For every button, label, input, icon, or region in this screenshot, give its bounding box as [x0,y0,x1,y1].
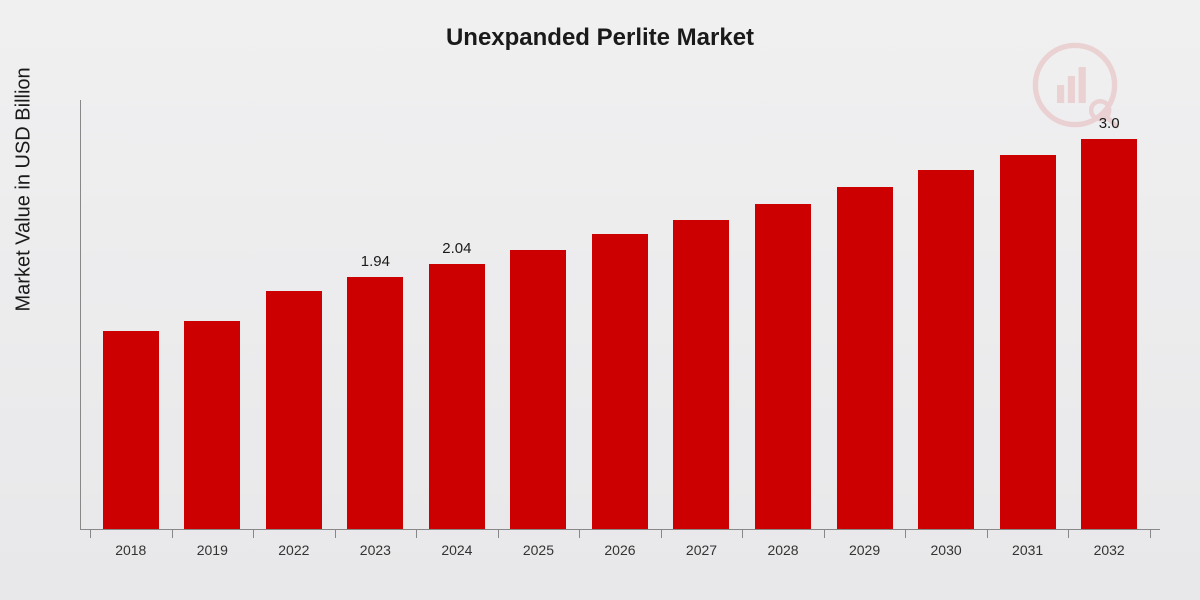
bar-slot [905,100,987,529]
x-tick [579,530,580,538]
bar-slot [253,100,335,529]
bar [347,277,403,529]
bar [510,250,566,530]
x-tick [661,530,662,538]
x-tick-label: 2030 [905,542,987,558]
bar-slot [824,100,906,529]
x-labels-container: 2018201920222023202420252026202720282029… [80,542,1160,558]
x-tick-label: 2024 [416,542,498,558]
bar-slot: 2.04 [416,100,498,529]
bar-value-label: 1.94 [361,253,390,271]
bar [429,264,485,529]
x-tick [335,530,336,538]
x-axis-line [80,529,1160,530]
x-tick [172,530,173,538]
plot-area: 1.942.043.0 2018201920222023202420252026… [80,100,1160,530]
x-tick-label: 2032 [1068,542,1150,558]
x-tick [1150,530,1151,538]
bar-slot: 1.94 [335,100,417,529]
bar [673,220,729,529]
bars-container: 1.94 2.04 3.0 [80,100,1160,529]
bar [918,170,974,529]
x-tick [498,530,499,538]
bar [755,204,811,529]
x-tick [253,530,254,538]
x-tick-label: 2029 [824,542,906,558]
bar-slot [987,100,1069,529]
bar-slot [90,100,172,529]
bar-value-label: 3.0 [1099,115,1120,133]
bar-slot [172,100,254,529]
bar-slot [498,100,580,529]
x-tick-label: 2026 [579,542,661,558]
x-tick-label: 2031 [987,542,1069,558]
x-tick [90,530,91,538]
bar [266,291,322,529]
y-axis-label: Market Value in USD Billion [13,67,36,311]
bar [184,321,240,529]
x-tick-label: 2028 [742,542,824,558]
x-tick-label: 2023 [335,542,417,558]
x-tick [905,530,906,538]
x-tick [824,530,825,538]
bar [1000,155,1056,529]
bar [103,331,159,529]
bar-slot [661,100,743,529]
x-tick [1068,530,1069,538]
bar [837,187,893,529]
x-tick [987,530,988,538]
x-tick-label: 2019 [172,542,254,558]
x-tick-label: 2022 [253,542,335,558]
x-tick [742,530,743,538]
chart-title: Unexpanded Perlite Market [446,24,754,52]
bar-slot [579,100,661,529]
x-tick-label: 2025 [498,542,580,558]
x-tick [416,530,417,538]
bar [1081,139,1137,529]
bar-slot [742,100,824,529]
x-tick-label: 2027 [661,542,743,558]
bar [592,234,648,529]
bar-slot: 3.0 [1068,100,1150,529]
x-tick-label: 2018 [90,542,172,558]
bar-value-label: 2.04 [442,240,471,258]
